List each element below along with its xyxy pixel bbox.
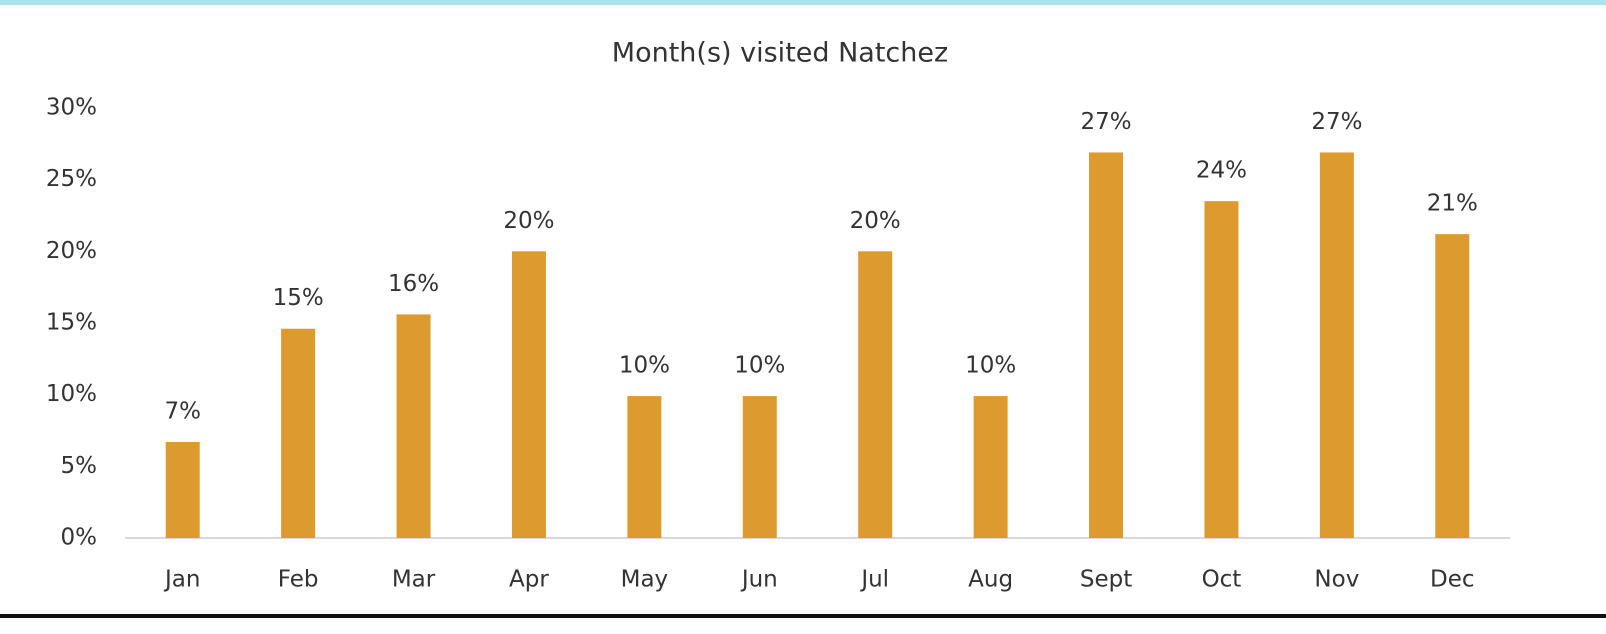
value-label: 27%: [1311, 109, 1362, 135]
bar: [742, 396, 777, 538]
bar: [281, 328, 316, 538]
x-tick-label: Oct: [1202, 567, 1242, 593]
x-tick-label: Jul: [859, 567, 889, 593]
bar: [858, 251, 893, 539]
x-tick-label: Nov: [1314, 567, 1359, 593]
y-tick-label: 0%: [61, 525, 98, 551]
x-tick-label: Jan: [163, 567, 200, 593]
value-label: 16%: [388, 271, 439, 297]
y-tick-label: 30%: [46, 95, 97, 121]
bar: [396, 314, 431, 538]
bar: [973, 396, 1008, 538]
value-label: 7%: [164, 398, 201, 424]
x-tick-label: Apr: [509, 567, 549, 593]
x-tick-label: Dec: [1430, 567, 1475, 593]
x-tick-label: Aug: [968, 567, 1013, 593]
x-tick-label: Mar: [392, 567, 436, 593]
x-tick-label: Jun: [740, 567, 778, 593]
value-label: 24%: [1196, 158, 1247, 184]
bottom-border: [0, 614, 1606, 618]
value-label: 20%: [503, 208, 554, 234]
bar: [627, 396, 662, 538]
value-label: 27%: [1080, 109, 1131, 135]
bar: [1319, 152, 1354, 538]
x-tick-label: May: [621, 567, 669, 593]
bar: [165, 441, 200, 538]
value-label: 21%: [1427, 191, 1478, 217]
y-tick-label: 20%: [46, 238, 97, 264]
y-tick-label: 10%: [46, 381, 97, 407]
y-tick-label: 15%: [46, 310, 97, 336]
value-label: 10%: [734, 353, 785, 379]
y-tick-label: 25%: [46, 166, 97, 192]
y-tick-label: 5%: [61, 453, 98, 479]
chart-title: Month(s) visited Natchez: [612, 38, 948, 69]
value-label: 10%: [965, 353, 1016, 379]
top-border: [0, 0, 1606, 5]
value-label: 20%: [850, 208, 901, 234]
value-label: 10%: [619, 353, 670, 379]
value-label: 15%: [273, 285, 324, 311]
x-tick-label: Feb: [278, 567, 319, 593]
bar: [1089, 152, 1124, 538]
bar: [511, 251, 546, 539]
bar: [1204, 201, 1239, 538]
x-tick-label: Sept: [1080, 567, 1132, 593]
bar: [1435, 234, 1470, 538]
